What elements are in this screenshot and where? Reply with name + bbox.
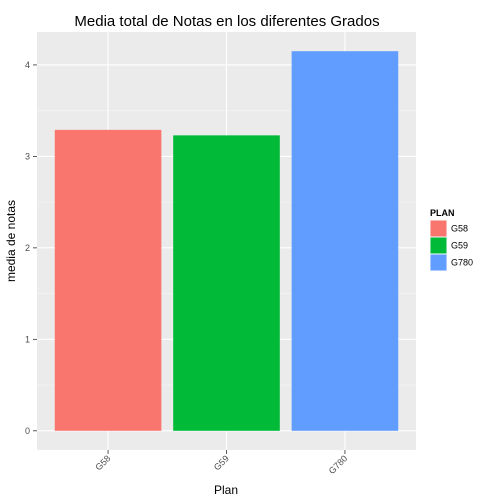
y-tick-label: 2 bbox=[25, 243, 30, 253]
y-tick-label: 4 bbox=[25, 60, 30, 70]
legend-key-g59 bbox=[430, 237, 447, 254]
y-tick-label: 3 bbox=[25, 151, 30, 161]
legend: PLAN G58 G59 G780 bbox=[429, 208, 473, 272]
x-tick-label: G59 bbox=[212, 453, 231, 472]
bar-g58 bbox=[54, 129, 162, 431]
legend-key-g780 bbox=[430, 254, 447, 271]
y-axis-title: media de notas bbox=[4, 200, 18, 282]
legend-label-g780: G780 bbox=[451, 258, 473, 268]
legend-key-g58 bbox=[430, 220, 447, 237]
y-tick-label: 0 bbox=[25, 426, 30, 436]
x-axis: G58 G59 G780 bbox=[93, 450, 349, 476]
legend-title: PLAN bbox=[430, 208, 455, 218]
legend-items: G58 G59 G780 bbox=[429, 219, 473, 272]
chart-title: Media total de Notas en los diferentes G… bbox=[74, 13, 379, 30]
y-axis: 0 1 2 3 4 bbox=[25, 60, 37, 436]
y-tick-label: 1 bbox=[25, 334, 30, 344]
bar-g780 bbox=[291, 51, 399, 431]
bar-g59 bbox=[173, 135, 280, 431]
legend-label-g58: G58 bbox=[451, 224, 468, 234]
bars bbox=[54, 51, 399, 431]
legend-label-g59: G59 bbox=[451, 241, 468, 251]
x-tick-label: G780 bbox=[327, 453, 350, 476]
x-axis-title: Plan bbox=[214, 483, 238, 497]
x-tick-label: G58 bbox=[93, 453, 112, 472]
